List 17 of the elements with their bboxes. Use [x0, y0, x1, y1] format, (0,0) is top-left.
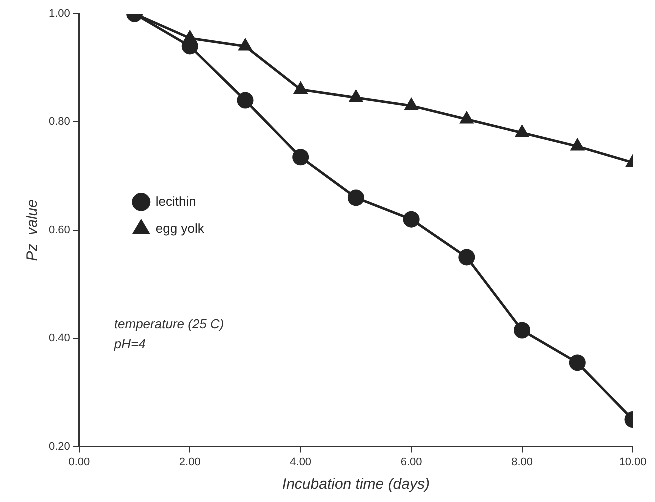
- y-axis-title: Pz value: [24, 200, 42, 262]
- x-tick-label: 8.00: [512, 456, 533, 468]
- x-tick-label: 0.00: [68, 456, 90, 468]
- y-tick-label: 0.60: [48, 224, 70, 236]
- x-tick-label: 6.00: [400, 456, 422, 468]
- annotation: pH=4: [113, 336, 146, 352]
- y-tick-label: 0.80: [48, 116, 70, 128]
- legend-label: lecithin: [156, 194, 196, 209]
- annotation: temperature (25 C): [114, 316, 224, 332]
- x-axis-title: Incubation time (days): [282, 476, 430, 494]
- y-tick-label: 0.20: [48, 440, 70, 453]
- x-tick-label: 4.00: [290, 456, 312, 468]
- x-tick-label: 10.00: [619, 456, 647, 468]
- y-tick-label: 1.00: [48, 8, 70, 20]
- y-tick-label: 0.40: [48, 332, 70, 345]
- legend-label: egg yolk: [156, 220, 205, 236]
- x-tick-label: 2.00: [179, 456, 201, 468]
